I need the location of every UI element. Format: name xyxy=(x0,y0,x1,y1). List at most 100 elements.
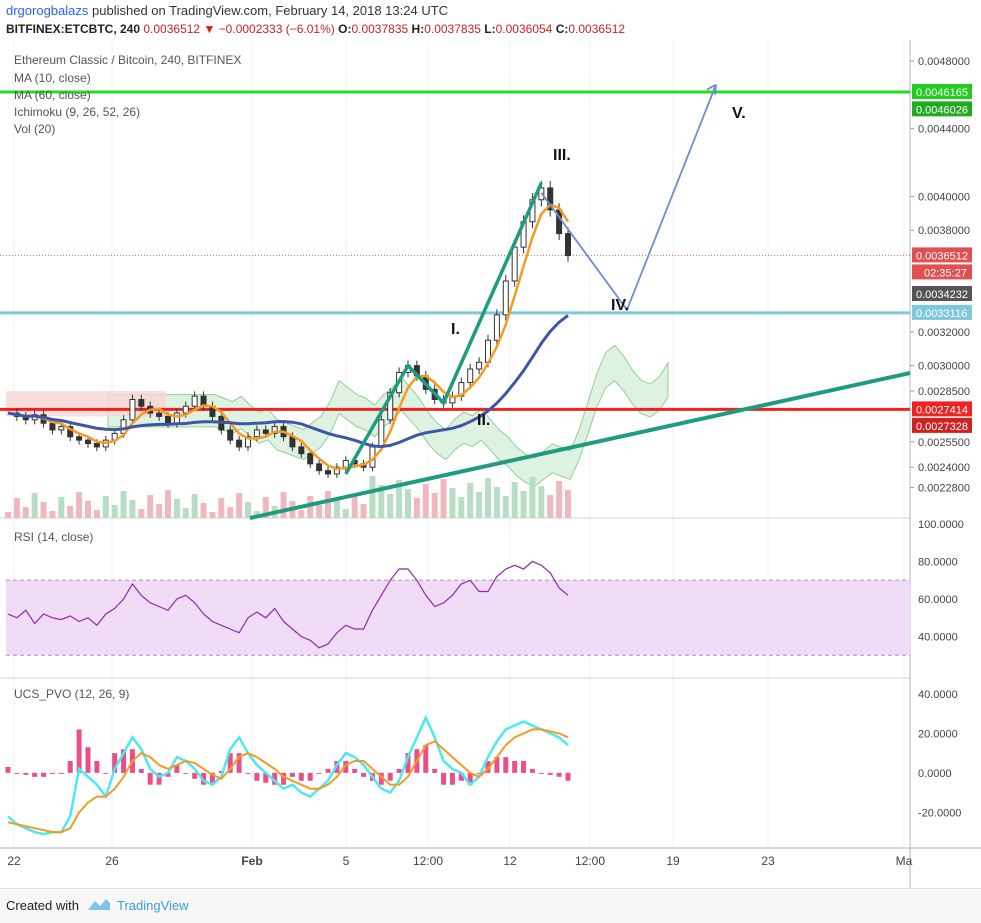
pvo-histogram-bar xyxy=(147,772,153,785)
price-tick-label: 0.0022800 xyxy=(918,483,970,495)
time-tick-label: Ma xyxy=(896,854,913,868)
price-label-box xyxy=(912,264,972,280)
volume-bar xyxy=(13,498,20,518)
pvo-histogram-bar xyxy=(94,761,100,773)
volume-bar xyxy=(227,507,234,518)
pvo-histogram-bar xyxy=(405,753,411,773)
pvo-histogram-bar xyxy=(209,772,215,783)
candle-body xyxy=(333,466,340,475)
candle-body xyxy=(307,453,314,465)
legend-ma60: MA (60, close) xyxy=(14,88,91,102)
pvo-tick-label: 20.0000 xyxy=(918,728,958,740)
volume-bar xyxy=(93,510,100,518)
pvo-histogram-bar xyxy=(494,757,500,773)
pvo-histogram-bar xyxy=(156,772,162,785)
candle-body xyxy=(227,429,234,441)
time-tick-label: 22 xyxy=(7,854,21,868)
candle-body xyxy=(493,314,500,341)
candle-body xyxy=(325,470,331,475)
open-value: 0.0037835 xyxy=(351,22,409,36)
volume-bar xyxy=(191,494,198,518)
support-trend-line xyxy=(249,371,911,520)
volume-bar xyxy=(538,486,545,518)
candle-body xyxy=(58,426,65,431)
pvo-histogram-bar xyxy=(49,772,55,774)
candle-body xyxy=(138,399,145,407)
candle-body xyxy=(76,436,83,441)
volume-bar xyxy=(458,497,465,518)
volume-bar xyxy=(5,512,11,518)
volume-bar xyxy=(422,484,429,518)
volume-bar xyxy=(396,480,403,518)
time-axis: 22 26 Feb 5 12:00 12 12:00 19 23 Ma xyxy=(7,854,912,868)
rsi-tick-label: 80.0000 xyxy=(918,557,958,569)
pvo-tick-label: 0.0000 xyxy=(918,768,952,780)
price-label-box xyxy=(912,286,972,302)
price-tick-label: 0.0024000 xyxy=(918,462,970,474)
volume-bar xyxy=(316,505,323,518)
legend-ichimoku: Ichimoku (9, 26, 52, 26) xyxy=(14,105,140,119)
legend-ma10: MA (10, close) xyxy=(14,71,91,85)
pvo-histogram-bar xyxy=(245,772,251,774)
author-name[interactable]: drgorogbalazs xyxy=(6,3,89,18)
price-tick-label: 0.0028500 xyxy=(918,386,970,398)
legend-vol: Vol (20) xyxy=(14,122,55,136)
pvo-histogram-bar xyxy=(378,772,384,785)
volume-bar xyxy=(405,489,411,518)
price-label-text: 0.0036512 xyxy=(916,250,968,262)
price-label-box xyxy=(912,83,972,99)
pvo-histogram-bar xyxy=(165,772,171,777)
price-tick-label: 0.0030000 xyxy=(918,361,970,373)
tradingview-link[interactable]: TradingView xyxy=(117,898,189,913)
rsi-tick-label: 100.0000 xyxy=(918,519,964,531)
price-label-box xyxy=(912,417,972,433)
pvo-histogram-bar xyxy=(41,772,47,777)
price-label-text: 0.0046026 xyxy=(916,104,968,116)
chart-canvas[interactable]: I. II. III. IV. V. 100.0000 80.0000 60.0000 40.… xyxy=(0,40,981,888)
pvo-pane: 40.0000 20.0000 0.0000 -20.0000 xyxy=(5,689,961,836)
rsi-pane: 100.0000 80.0000 60.0000 40.0000 xyxy=(6,519,964,656)
volume-bar xyxy=(236,493,243,518)
wave-label: III. xyxy=(553,147,571,164)
volume-bar xyxy=(493,487,500,518)
low-value: 0.0036054 xyxy=(495,22,553,36)
elliott-waves: I. II. III. IV. V. xyxy=(249,83,911,520)
pvo-histogram-bar xyxy=(307,772,313,781)
pvo-histogram-bar xyxy=(14,772,20,774)
candle-body xyxy=(236,439,243,448)
volume-bar xyxy=(529,477,536,518)
pvo-histogram-bar xyxy=(547,772,553,775)
candle-body xyxy=(129,399,136,421)
volume-bar xyxy=(485,478,491,518)
volume-bar xyxy=(565,490,571,518)
volume-bar xyxy=(147,495,154,518)
candle-body xyxy=(378,419,385,448)
pvo-histogram-bar xyxy=(32,772,38,777)
pvo-histogram-bar xyxy=(289,772,295,777)
price-label-text: 02:35:27 xyxy=(924,267,967,279)
pvo-histogram-bar xyxy=(23,772,29,775)
volume-bar xyxy=(342,509,349,518)
created-with-label: Created with xyxy=(6,898,79,913)
candle-body xyxy=(476,361,483,370)
price-tick-label: 0.0025500 xyxy=(918,437,970,449)
price-change: −0.0002333 (−6.01%) xyxy=(218,22,335,36)
price-label-box xyxy=(912,101,972,117)
price-tick-label: 0.0032000 xyxy=(918,327,970,339)
volume-bar xyxy=(111,505,118,518)
ma60-line xyxy=(7,314,569,449)
legend-pvo: UCS_PVO (12, 26, 9) xyxy=(14,687,129,701)
tradingview-logo-icon[interactable] xyxy=(86,897,112,913)
time-tick-label: 19 xyxy=(666,854,680,868)
volume-bar xyxy=(476,492,483,518)
pvo-histogram-bar xyxy=(485,761,491,773)
pvo-histogram-bar xyxy=(449,772,455,785)
candle-body xyxy=(173,412,180,424)
price-label-text: 0.0033116 xyxy=(916,308,967,320)
volume-bar xyxy=(262,497,269,518)
candle-body xyxy=(511,246,518,282)
pvo-histogram-bar xyxy=(254,772,260,781)
candle-body xyxy=(502,280,509,316)
volume-bar xyxy=(58,497,65,518)
volume-bar xyxy=(85,501,91,518)
